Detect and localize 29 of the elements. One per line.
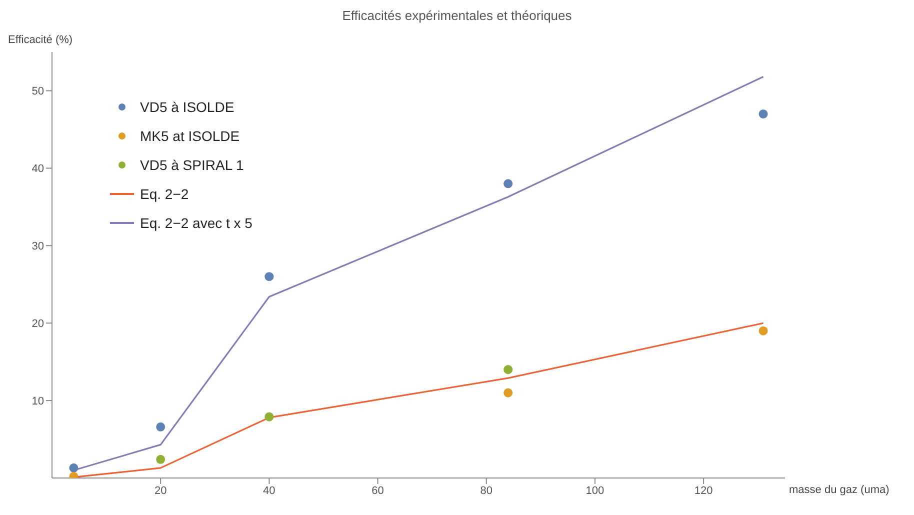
- y-tick-label: 40: [32, 163, 44, 176]
- point: [69, 463, 78, 472]
- y-axis-title: Efficacité (%): [8, 34, 73, 46]
- point: [264, 272, 274, 282]
- legend-label: Eq. 2−2 avec t x 5: [140, 214, 252, 230]
- x-tick-label: 80: [480, 484, 492, 497]
- x-axis-title: masse du gaz (uma): [789, 484, 890, 496]
- chart-title: Efficacités expérimentales et théoriques: [341, 8, 573, 23]
- legend-label: Eq. 2−2: [140, 186, 189, 202]
- point: [504, 365, 513, 374]
- point: [504, 179, 513, 188]
- point: [264, 412, 274, 422]
- y-tick-label: 10: [32, 395, 44, 408]
- legend-label: VD5 à ISOLDE: [140, 98, 234, 114]
- x-tick-label: 120: [694, 484, 713, 497]
- y-tick-label: 30: [32, 240, 44, 253]
- point: [758, 109, 768, 118]
- point: [156, 422, 166, 432]
- point: [758, 326, 768, 336]
- y-tick-label: 20: [32, 318, 44, 330]
- x-tick-label: 20: [154, 484, 167, 497]
- x-tick-label: 60: [372, 484, 384, 497]
- point: [156, 454, 166, 464]
- legend-label: MK5 at ISOLDE: [140, 128, 240, 144]
- x-tick-label: 100: [586, 484, 604, 497]
- y-tick-label: 50: [32, 86, 44, 98]
- point: [504, 388, 513, 398]
- x-tick-label: 40: [263, 484, 276, 497]
- legend-label: VD5 à SPIRAL 1: [140, 156, 244, 172]
